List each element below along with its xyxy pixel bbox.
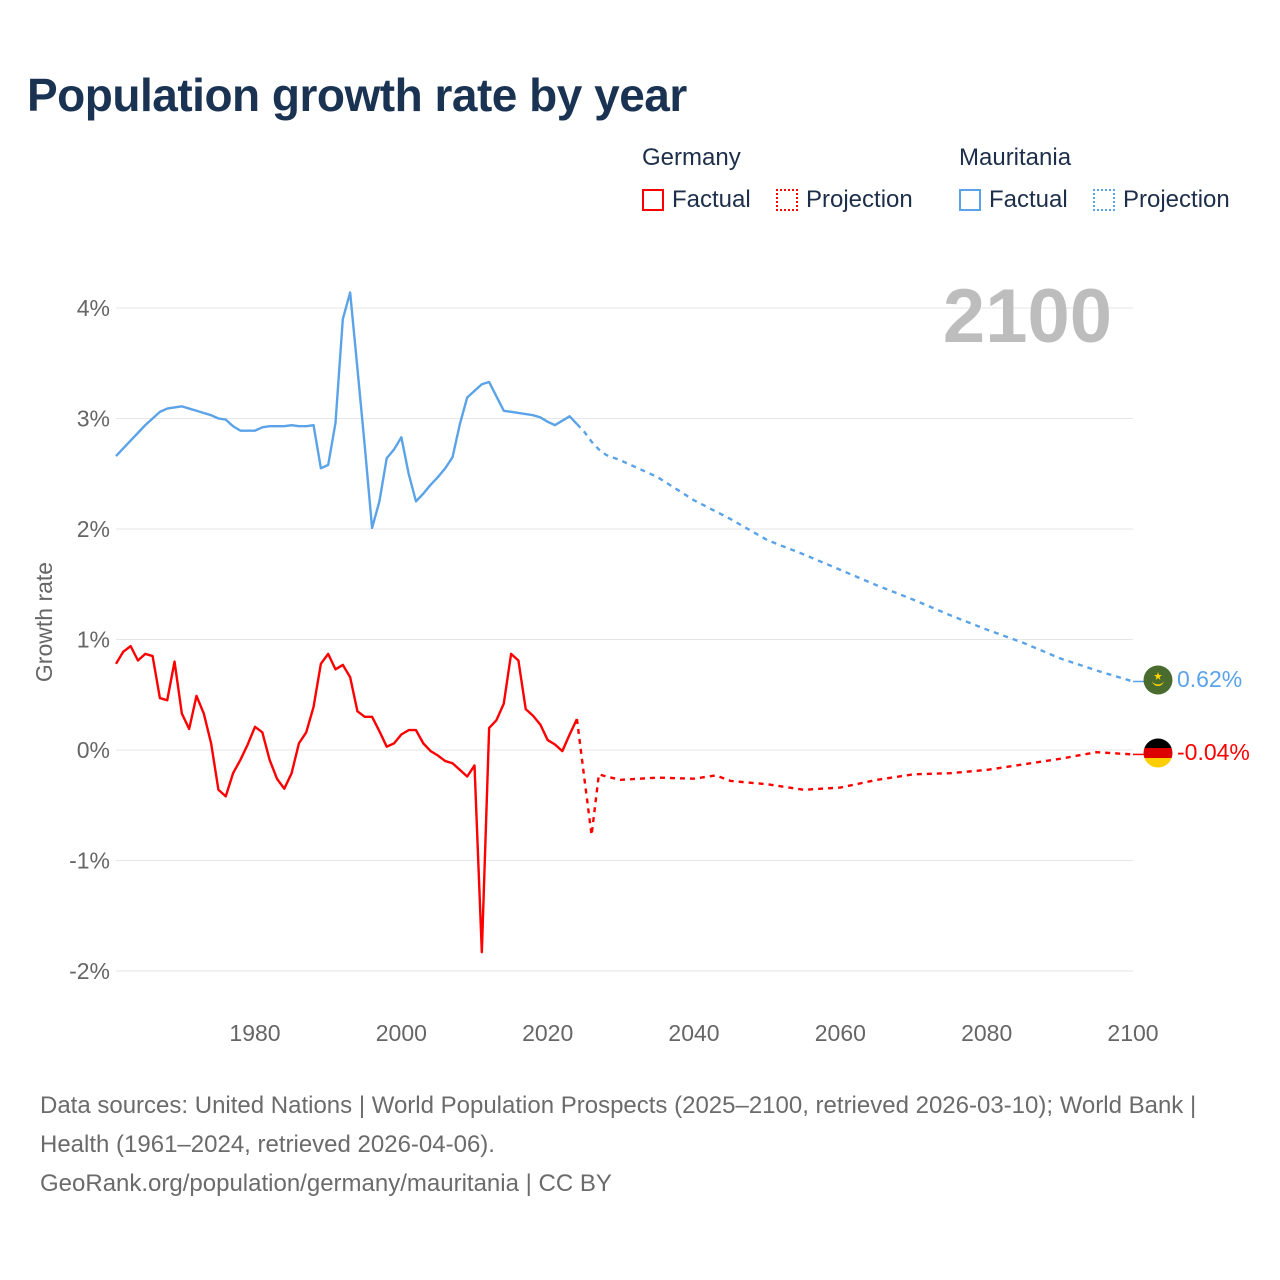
y-axis-label: Growth rate bbox=[31, 562, 57, 682]
legend-group-title: Germany bbox=[642, 144, 741, 171]
legend-germany-projection[interactable]: Projection bbox=[776, 186, 913, 214]
x-tick-label: 2020 bbox=[522, 1020, 573, 1046]
legend-germany-factual[interactable]: Factual bbox=[642, 186, 751, 214]
y-tick-label: 0% bbox=[77, 737, 110, 763]
x-tick-label: 2040 bbox=[668, 1020, 719, 1046]
mauritania-projection-line bbox=[576, 423, 1134, 683]
data-sources: Data sources: United Nations | World Pop… bbox=[40, 1092, 1197, 1158]
dotted-swatch-icon bbox=[776, 189, 798, 211]
footer: Data sources: United Nations | World Pop… bbox=[40, 1086, 1240, 1203]
germany-factual-line bbox=[114, 644, 579, 954]
germany-projection-line bbox=[575, 718, 1134, 836]
solid-swatch-icon bbox=[642, 189, 664, 211]
x-tick-label: 2080 bbox=[961, 1020, 1012, 1046]
dotted-swatch-icon bbox=[1093, 189, 1115, 211]
legend-label: Projection bbox=[806, 186, 913, 213]
mauritania-flag-icon bbox=[1143, 665, 1173, 695]
x-tick-label: 2060 bbox=[815, 1020, 866, 1046]
y-tick-label: 2% bbox=[77, 516, 110, 542]
legend-label: Projection bbox=[1123, 186, 1230, 213]
attribution-link[interactable]: GeoRank.org/population/germany/mauritani… bbox=[40, 1170, 612, 1197]
x-tick-label: 2000 bbox=[376, 1020, 427, 1046]
legend-germany: Germany Factual Projection bbox=[642, 144, 913, 213]
current-year-display: 2100 bbox=[943, 274, 1112, 359]
y-tick-label: 4% bbox=[77, 295, 110, 321]
y-tick-label: -2% bbox=[69, 958, 110, 984]
germany-flag-icon bbox=[1143, 738, 1173, 768]
solid-swatch-icon bbox=[959, 189, 981, 211]
legend-mauritania: Mauritania Factual Projection bbox=[959, 144, 1230, 213]
legend-mauritania-factual[interactable]: Factual bbox=[959, 186, 1068, 214]
mauritania-factual-line bbox=[115, 291, 578, 530]
page-title: Population growth rate by year bbox=[27, 69, 687, 121]
legend-mauritania-projection[interactable]: Projection bbox=[1093, 186, 1230, 214]
mauritania-end-label: 0.62% bbox=[1177, 666, 1242, 692]
y-tick-label: 1% bbox=[77, 627, 110, 653]
legend-label: Factual bbox=[989, 186, 1068, 213]
legend-group-title: Mauritania bbox=[959, 144, 1072, 171]
x-tick-label: 2100 bbox=[1107, 1020, 1158, 1046]
legend-label: Factual bbox=[672, 186, 751, 213]
y-tick-label: -1% bbox=[69, 848, 110, 874]
x-tick-label: 1980 bbox=[229, 1020, 280, 1046]
germany-end-label: -0.04% bbox=[1177, 739, 1250, 765]
y-tick-label: 3% bbox=[77, 406, 110, 432]
